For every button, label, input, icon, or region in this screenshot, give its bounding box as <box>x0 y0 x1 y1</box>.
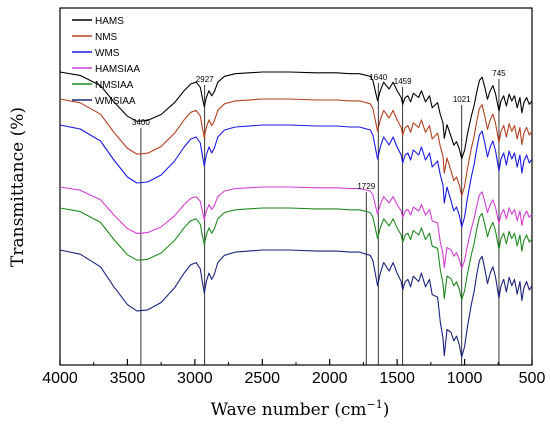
x-axis-title: Wave number (cm−1) <box>211 398 390 420</box>
series-line-wms <box>59 124 533 228</box>
x-tick-label: 500 <box>519 370 546 387</box>
legend-label: WMS <box>95 48 120 59</box>
x-tick-label: 2500 <box>244 370 280 387</box>
series-line-hams <box>59 71 533 160</box>
reference-lines <box>140 79 500 365</box>
legend-label: NMS <box>95 32 118 43</box>
series-line-hamsiaa <box>59 186 533 270</box>
series-line-wmsiaa <box>59 249 533 358</box>
plot-frame <box>59 7 533 366</box>
peak-label: 1459 <box>394 77 412 86</box>
x-tick-label: 3000 <box>177 370 213 387</box>
peak-labels: 3400 2927 1729 1640 1459 1021 745 <box>132 69 506 191</box>
x-tick-label: 3500 <box>110 370 146 387</box>
peak-label: 1021 <box>453 95 471 104</box>
legend-label: HAMSIAA <box>95 64 140 75</box>
spectra <box>59 71 533 358</box>
peak-label: 2927 <box>196 75 214 84</box>
series-line-nms <box>59 98 533 197</box>
peak-label: 3400 <box>132 118 150 127</box>
peak-label: 1640 <box>369 73 387 82</box>
peak-label: 1729 <box>357 182 375 191</box>
legend: HAMS NMS WMS HAMSIAA NMSIAA WMSIAA <box>72 16 140 107</box>
legend-label: NMSIAA <box>95 80 134 91</box>
x-tick-label: 1500 <box>379 370 415 387</box>
x-tick-label: 2000 <box>312 370 348 387</box>
series-line-nmsiaa <box>59 207 533 301</box>
y-axis-title: Transmittance (%) <box>8 107 28 267</box>
legend-label: HAMS <box>95 16 124 27</box>
legend-label: WMSIAA <box>95 96 136 107</box>
x-tick-label: 1000 <box>447 370 483 387</box>
x-axis: 4000 3500 3000 2500 2000 1500 1000 500 <box>42 359 545 387</box>
x-tick-label: 4000 <box>42 370 78 387</box>
peak-label: 745 <box>492 69 506 78</box>
